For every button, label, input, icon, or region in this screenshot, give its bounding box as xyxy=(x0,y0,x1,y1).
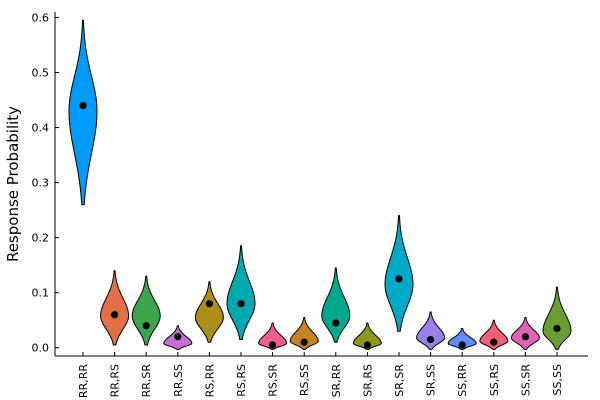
x-tick-label: RS,RS xyxy=(235,364,248,397)
observed-point-sr-rr xyxy=(332,319,340,327)
observed-point-ss-rs xyxy=(490,338,498,346)
observed-point-rr-ss xyxy=(174,333,182,341)
x-tick-label: SR,RR xyxy=(330,364,343,398)
y-tick-label: 0.6 xyxy=(32,12,50,25)
observed-point-rs-rr xyxy=(205,300,213,308)
x-tick-label: SS,RS xyxy=(488,364,501,396)
x-tick-label: RR,SR xyxy=(140,364,153,398)
y-tick-label: 0.2 xyxy=(32,232,50,245)
y-tick-label: 0.4 xyxy=(32,122,50,135)
observed-point-rs-sr xyxy=(269,341,277,349)
y-axis-title: Response Probability xyxy=(4,106,22,262)
observed-point-rs-rs xyxy=(237,300,245,308)
x-tick-label: SR,SS xyxy=(425,364,438,396)
observed-point-sr-ss xyxy=(427,335,435,344)
violin-rs-rr xyxy=(194,281,224,343)
observed-point-ss-rr xyxy=(458,341,466,349)
x-tick-label: RS,SR xyxy=(267,364,280,397)
observed-point-rr-sr xyxy=(142,322,150,330)
violin-sr-rs xyxy=(352,322,382,350)
x-tick-label: RR,SS xyxy=(172,364,185,397)
x-tick-label: SR,RS xyxy=(361,364,374,397)
violin-rs-rs xyxy=(226,245,256,340)
violin-ss-ss xyxy=(542,286,572,350)
observed-point-rr-rs xyxy=(111,311,119,319)
y-ticks: 0.0 0.1 0.2 0.3 0.4 0.5 0.6 xyxy=(32,12,59,355)
y-tick-label: 0.0 xyxy=(32,342,50,355)
y-tick-label: 0.5 xyxy=(32,67,50,80)
observed-point-rs-ss xyxy=(300,338,308,346)
observed-point-ss-sr xyxy=(521,333,530,341)
observed-point-sr-rs xyxy=(363,341,371,349)
observed-point-ss-ss xyxy=(553,324,561,333)
x-tick-label: SS,SR xyxy=(519,364,532,396)
y-tick-label: 0.1 xyxy=(32,287,50,300)
x-tick-label: RR,RR xyxy=(77,364,90,398)
observed-points-layer xyxy=(79,101,561,349)
x-tick-label: SS,SS xyxy=(551,364,564,395)
observed-point-rr-rr xyxy=(79,101,87,110)
x-tick-label: SS,RR xyxy=(456,364,469,397)
violin-sr-ss xyxy=(416,311,446,350)
violin-rs-sr xyxy=(258,322,288,350)
y-tick-label: 0.3 xyxy=(32,177,50,190)
x-tick-label: RS,SS xyxy=(298,364,311,396)
violin-rr-rs xyxy=(100,270,130,346)
violin-ss-rs xyxy=(479,319,509,350)
x-tick-label: RS,RR xyxy=(203,364,216,398)
violin-ss-rr xyxy=(447,327,477,350)
violins-layer xyxy=(68,19,572,350)
violin-sr-sr xyxy=(384,215,414,332)
observed-point-sr-sr xyxy=(395,275,403,283)
x-ticks: RR,RR RR,RS RR,SR RR,SS RS,RR RS,RS RS,SR RS,SS… xyxy=(77,352,564,398)
violin-rs-ss xyxy=(289,316,319,350)
x-tick-label: RR,RS xyxy=(109,364,122,397)
x-tick-label: SR,SR xyxy=(393,364,406,397)
violin-rr-sr xyxy=(131,275,161,346)
violin-rr-rr xyxy=(68,19,98,206)
violin-sr-rr xyxy=(321,267,351,343)
